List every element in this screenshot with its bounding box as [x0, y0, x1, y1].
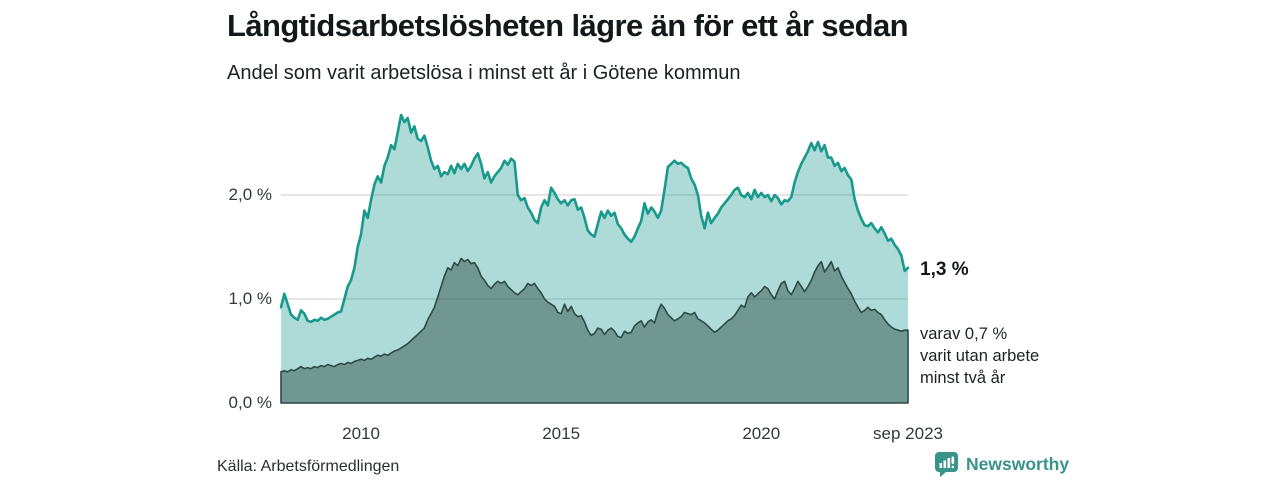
brand-label: Newsworthy [966, 454, 1070, 474]
end-sub-annotation: varav 0,7 % varit utan arbete minst två år [920, 323, 1039, 389]
y-tick-label: 1,0 % [228, 289, 272, 308]
end-sub-annotation-line: varit utan arbete [920, 347, 1040, 365]
source-label: Källa: Arbetsförmedlingen [217, 458, 400, 475]
page-title: Långtidsarbetslösheten lägre än för ett … [227, 8, 909, 43]
end-sub-annotation-line: varav 0,7 % [920, 325, 1008, 343]
end-sub-annotation-line: minst två år [920, 369, 1006, 387]
area-fill-min-two-years [280, 257, 909, 404]
x-tick-label: 2010 [342, 424, 380, 443]
y-tick-label: 2,0 % [228, 185, 272, 204]
end-value-annotation: 1,3 % [920, 259, 969, 280]
newsworthy-logo-icon [935, 452, 958, 477]
x-tick-label: 2015 [542, 424, 581, 443]
brand: Newsworthy [935, 452, 1069, 477]
y-tick-label: 0,0 % [228, 393, 272, 412]
line-min-one-year [279, 113, 910, 324]
x-tick-label: 2020 [742, 424, 781, 443]
x-tick-label: sep 2023 [873, 424, 943, 443]
area-fill-min-one-year [281, 114, 908, 404]
page-subtitle: Andel som varit arbetslösa i minst ett å… [227, 62, 741, 84]
